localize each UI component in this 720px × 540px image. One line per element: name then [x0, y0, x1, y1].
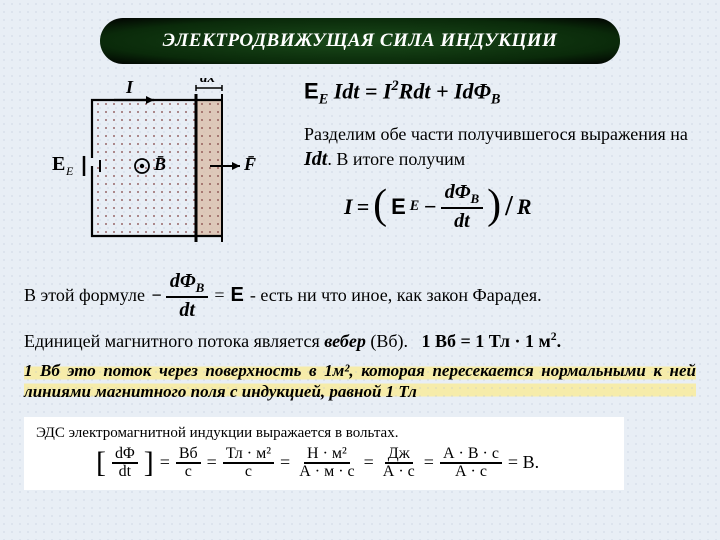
svg-text:I: I [125, 78, 134, 97]
svg-text:dx: dx [200, 78, 216, 86]
paragraph-divide: Разделим обе части получившегося выражен… [304, 123, 696, 172]
circuit-diagram: I dx E E B̄ F̄ [24, 78, 284, 263]
equation-current: I = ( EE − dΦBdt ) / R [344, 182, 696, 231]
equation-energy-balance: EE Idt = I2Rdt + IdΦB [304, 78, 696, 109]
svg-text:F̄: F̄ [243, 154, 256, 174]
faraday-line: В этой формуле − dΦBdt = E - есть ни что… [24, 271, 696, 320]
dim-chain: [ dΦdt ] = Вбс = Тл · м²с = Н · м²А · м … [96, 446, 612, 480]
weber-unit-line: Единицей магнитного потока является вебе… [24, 330, 696, 352]
weber-definition: 1 Вб это поток через поверхность в 1м², … [24, 360, 696, 403]
dim-header: ЭДС электромагнитной индукции выражается… [36, 425, 612, 442]
svg-text:E: E [65, 164, 74, 178]
dimensional-analysis-box: ЭДС электромагнитной индукции выражается… [24, 417, 624, 490]
svg-text:B̄: B̄ [153, 154, 166, 174]
svg-text:E: E [52, 153, 65, 175]
slide-title: ЭЛЕКТРОДВИЖУЩАЯ СИЛА ИНДУКЦИИ [100, 18, 620, 64]
